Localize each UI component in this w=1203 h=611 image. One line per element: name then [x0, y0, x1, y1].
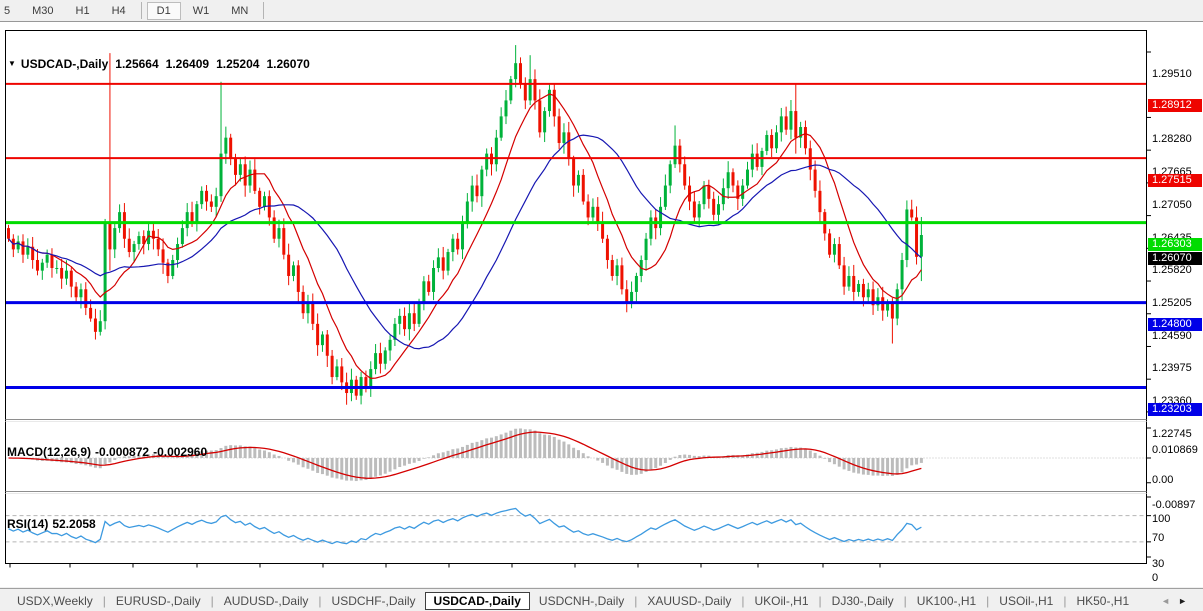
timeframe-button-h4[interactable]: H4 [111, 4, 126, 17]
timeframe-button-h1[interactable]: H1 [75, 4, 90, 17]
chart-area[interactable]: ▼ USDCAD-,Daily 1.25664 1.26409 1.25204 1.260… [0, 22, 1203, 601]
price-level-badge-pivot: 1.26303 [1148, 238, 1202, 252]
chart-title: ▼ USDCAD-,Daily 1.25664 1.26409 1.25204 1.260… [8, 57, 310, 71]
symbol-tab-dj30-daily[interactable]: DJ30-,Daily [831, 593, 894, 608]
rsi-axis-tick: 30 [1152, 557, 1165, 570]
macd-signal-value: -0.002960 [153, 445, 208, 459]
macd-indicator-label: MACD(12,26,9) -0.000872 -0.002960 [7, 445, 211, 459]
timeframe-button-w1[interactable]: W1 [192, 4, 210, 17]
tab-separator: | [102, 593, 106, 608]
price-axis-tick: 1.23975 [1152, 362, 1192, 375]
timeframe-button-m30[interactable]: M30 [32, 4, 54, 17]
tab-separator: | [986, 593, 990, 608]
price-axis-tick: 1.28280 [1152, 133, 1192, 146]
symbol-tab-usoil-h1[interactable]: USOil-,H1 [999, 593, 1054, 608]
macd-main-value: -0.000872 [95, 445, 150, 459]
price-level-badge-support: 1.23203 [1148, 403, 1202, 417]
tab-separator: | [818, 593, 822, 608]
price-level-badge-resistance: 1.27515 [1148, 173, 1202, 187]
chart-canvas[interactable] [0, 22, 1203, 587]
symbol-tabbar: USDX,Weekly | EURUSD-,Daily | AUDUSD-,Daily |… [0, 588, 1203, 611]
tab-scroll-right-icon[interactable]: ► [1178, 595, 1195, 606]
ohlc-low: 1.25204 [216, 57, 260, 71]
price-axis-tick: 1.24590 [1152, 329, 1192, 342]
symbol-tab-usdcnh-daily[interactable]: USDCNH-,Daily [538, 593, 625, 608]
macd-axis-tick: -0.00897 [1152, 498, 1196, 511]
tab-scroll-left-icon[interactable]: ◄ [1161, 595, 1179, 606]
symbol-tab-audusd-daily[interactable]: AUDUSD-,Daily [223, 593, 309, 608]
tab-separator: | [318, 593, 322, 608]
timeframe-button-5[interactable]: 5 [4, 4, 11, 17]
chart-symbol-label: USDCAD-,Daily [20, 57, 109, 71]
current-price-badge: 1.26070 [1148, 251, 1202, 265]
timeframe-button-mn[interactable]: MN [231, 4, 249, 17]
timeframe-toolbar: 5 M30 H1 H4 D1 W1 MN [0, 0, 1203, 22]
rsi-name: RSI(14) [7, 517, 49, 531]
price-level-badge-resistance: 1.28912 [1148, 99, 1202, 113]
tab-scroll-arrows: ◄► [1161, 596, 1195, 606]
macd-axis-tick: 0.010869 [1152, 444, 1198, 456]
symbol-tab-usdx-weekly[interactable]: USDX,Weekly [17, 593, 93, 608]
symbol-tab-uk100-h1[interactable]: UK100-,H1 [916, 593, 977, 608]
rsi-value: 52.2058 [52, 517, 96, 531]
tab-separator: | [210, 593, 214, 608]
timeframe-button-d1[interactable]: D1 [146, 1, 181, 20]
macd-name: MACD(12,26,9) [7, 445, 92, 459]
rsi-axis-tick: 70 [1152, 531, 1165, 544]
symbol-tab-usdchf-daily[interactable]: USDCHF-,Daily [331, 593, 416, 608]
rsi-indicator-label: RSI(14) 52.2058 [7, 517, 100, 531]
price-axis-tick: 1.22745 [1152, 427, 1192, 440]
tab-separator: | [903, 593, 907, 608]
toolbar-separator [263, 2, 265, 19]
symbol-tab-hk50-h1[interactable]: HK50-,H1 [1076, 593, 1130, 608]
rsi-axis-tick: 0 [1152, 572, 1159, 584]
tab-separator: | [1063, 593, 1067, 608]
price-axis-tick: 1.25820 [1152, 264, 1192, 277]
symbol-tab-xauusd-daily[interactable]: XAUUSD-,Daily [647, 593, 732, 608]
price-axis-tick: 1.29510 [1152, 68, 1192, 80]
toolbar-separator [140, 2, 142, 19]
tab-separator: | [741, 593, 745, 608]
symbol-dropdown-icon[interactable]: ▼ [8, 59, 16, 68]
price-axis-tick: 1.27050 [1152, 198, 1192, 211]
tab-separator: | [634, 593, 638, 608]
ohlc-close: 1.26070 [266, 57, 310, 71]
ohlc-high: 1.26409 [165, 57, 210, 71]
rsi-axis-tick: 100 [1152, 513, 1171, 525]
price-axis-tick: 1.25205 [1152, 297, 1192, 310]
price-level-badge-support: 1.24800 [1148, 318, 1202, 332]
macd-axis-tick: 0.00 [1152, 474, 1174, 486]
symbol-tab-eurusd-daily[interactable]: EURUSD-,Daily [115, 593, 201, 608]
ohlc-open: 1.25664 [115, 57, 159, 71]
symbol-tab-usdcad-daily[interactable]: USDCAD-,Daily [424, 591, 530, 610]
symbol-tab-ukoil-h1[interactable]: UKOil-,H1 [754, 593, 809, 608]
